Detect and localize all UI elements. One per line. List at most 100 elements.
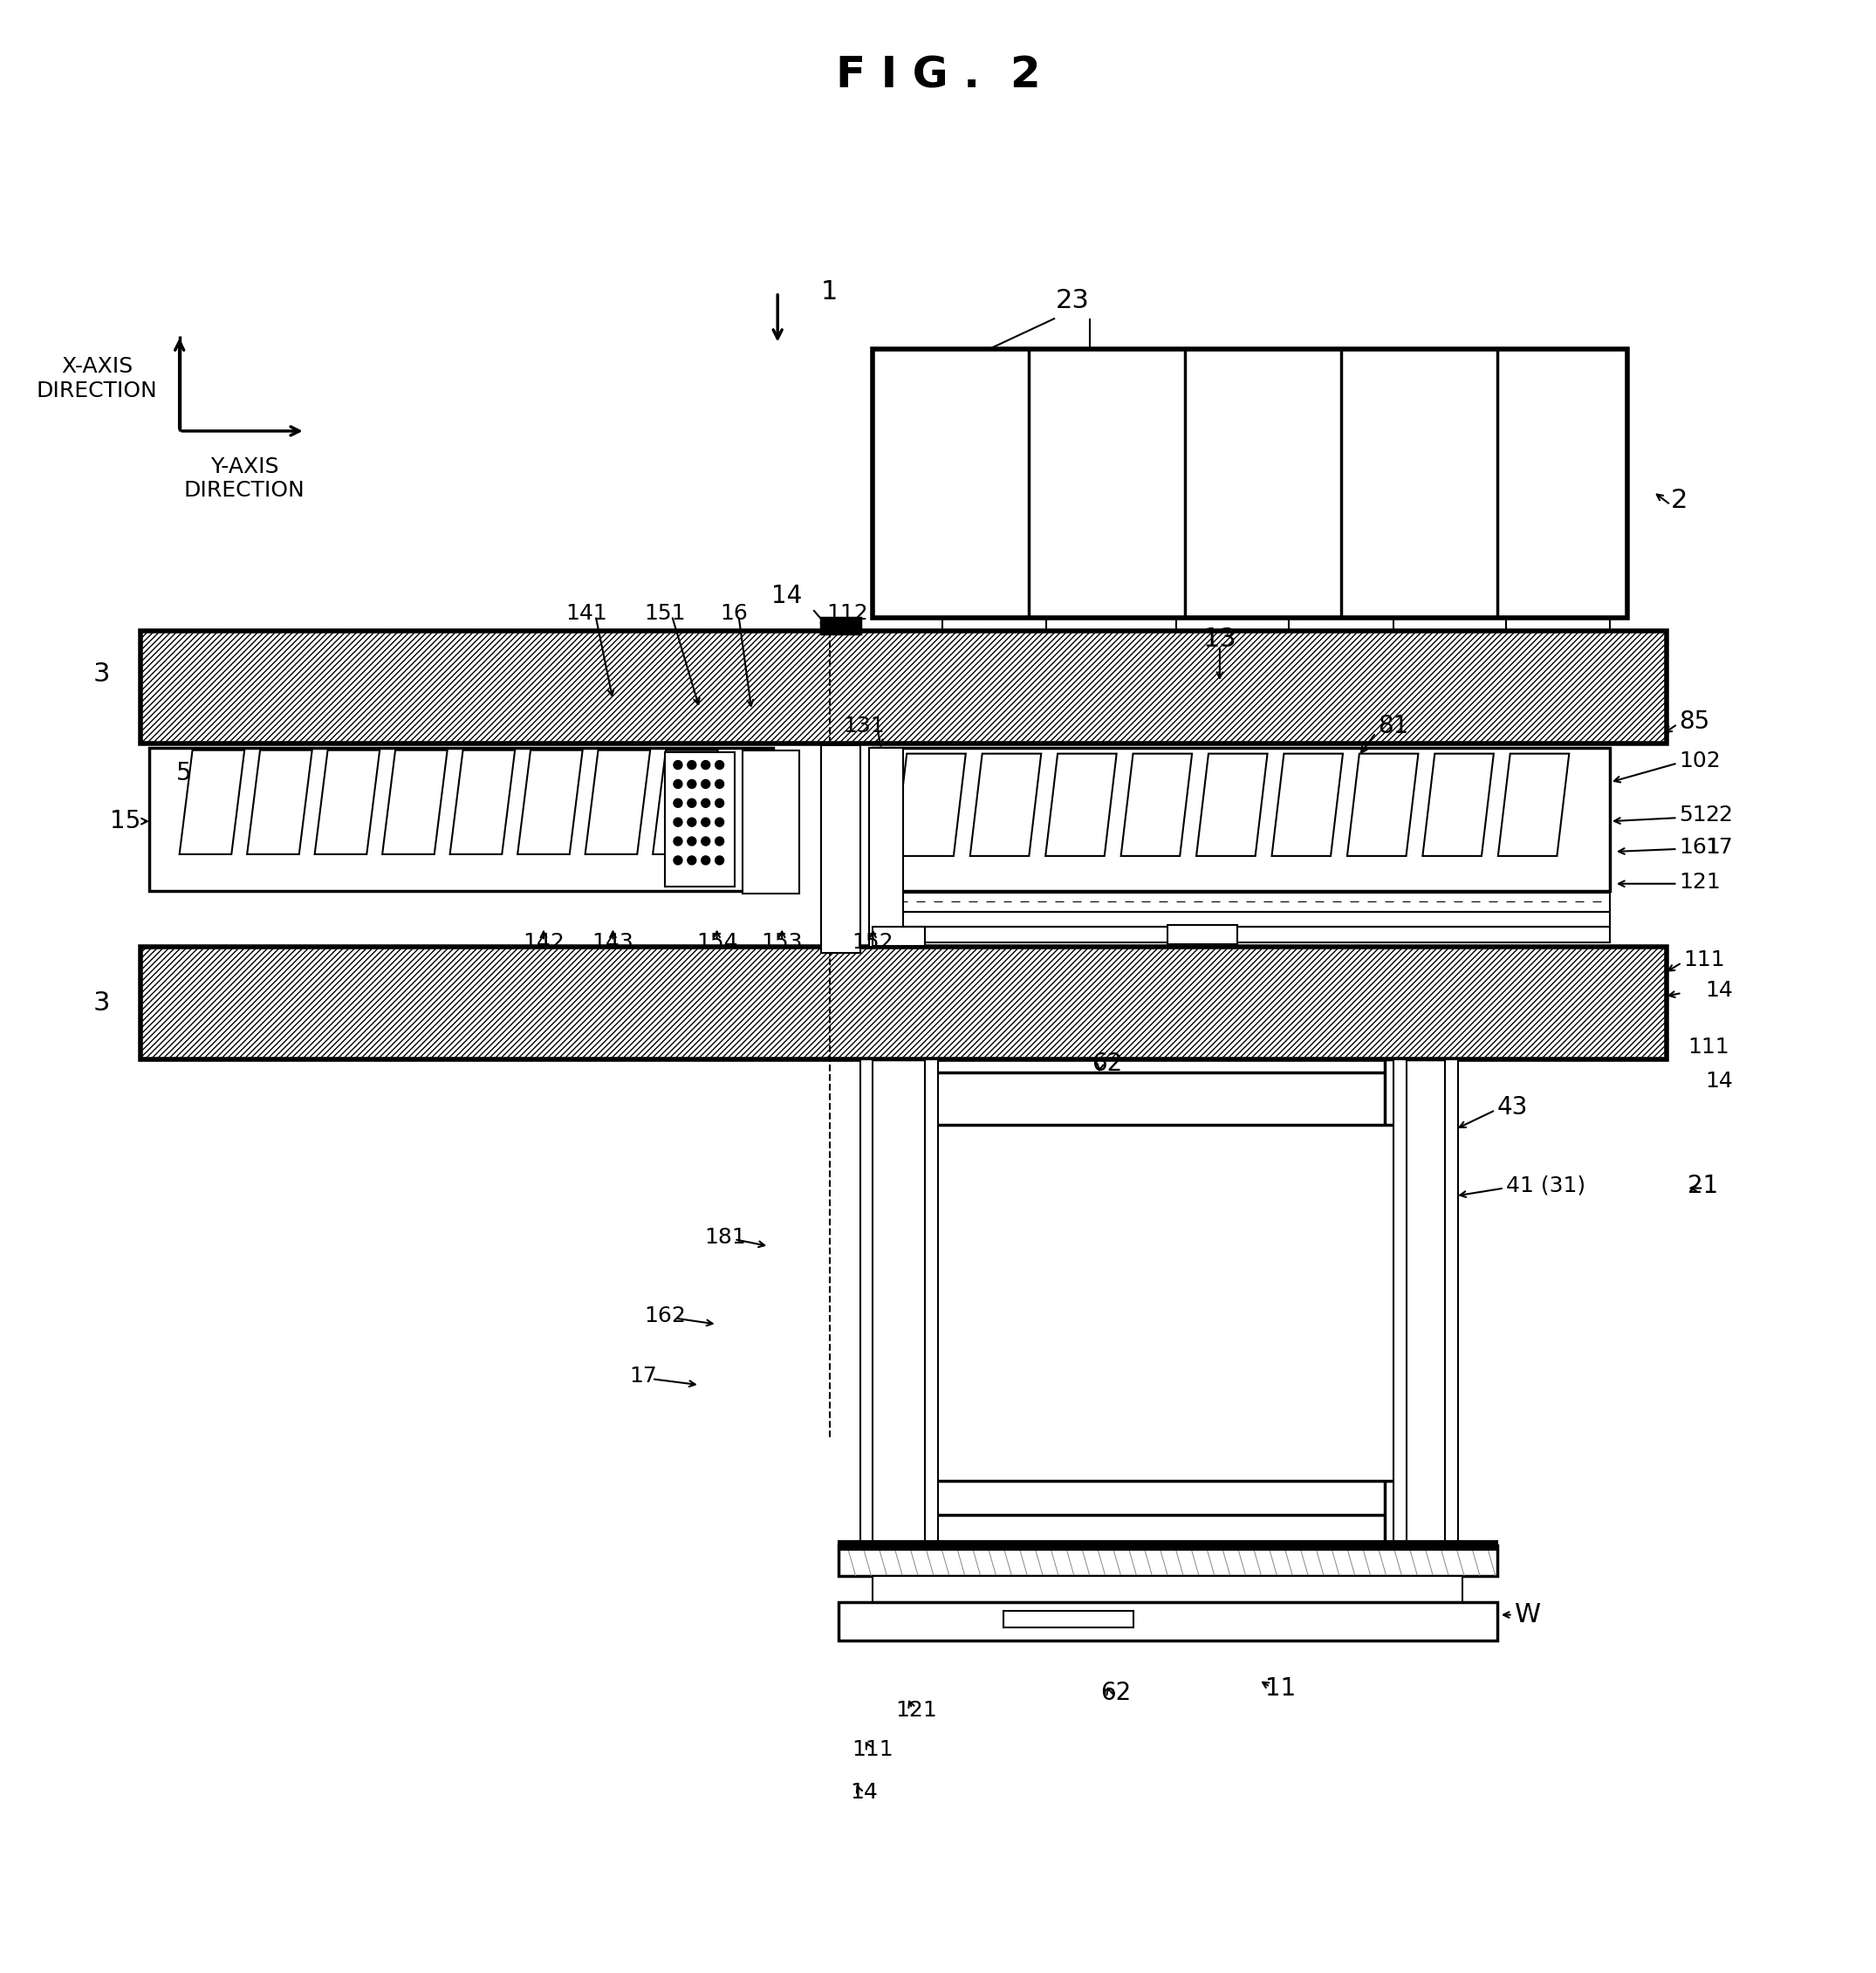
Text: 21: 21 xyxy=(1688,1174,1718,1198)
Bar xyxy=(872,927,1610,943)
Text: F I G .  2: F I G . 2 xyxy=(835,55,1041,97)
Bar xyxy=(664,752,734,886)
Circle shape xyxy=(673,799,683,807)
Bar xyxy=(1004,1610,1133,1628)
Circle shape xyxy=(702,856,709,864)
Bar xyxy=(846,1541,1484,1549)
Polygon shape xyxy=(518,750,583,854)
Text: 121: 121 xyxy=(895,1701,938,1720)
Polygon shape xyxy=(895,754,966,856)
Circle shape xyxy=(673,819,683,827)
Bar xyxy=(822,746,859,953)
Bar xyxy=(839,1541,1497,1549)
Bar xyxy=(839,1545,1497,1576)
Bar xyxy=(872,892,1610,912)
Text: 14: 14 xyxy=(771,584,801,608)
Circle shape xyxy=(715,837,724,846)
Circle shape xyxy=(702,837,709,846)
Bar xyxy=(925,1060,938,1545)
Text: 131: 131 xyxy=(844,716,885,736)
Text: 43: 43 xyxy=(1497,1095,1529,1121)
Text: 153: 153 xyxy=(762,931,803,953)
Circle shape xyxy=(687,760,696,769)
Text: 121: 121 xyxy=(1679,872,1720,892)
Circle shape xyxy=(673,760,683,769)
Bar xyxy=(1394,1060,1407,1545)
Polygon shape xyxy=(315,750,379,854)
Text: 14: 14 xyxy=(1705,1071,1733,1091)
Circle shape xyxy=(702,799,709,807)
Bar xyxy=(869,748,904,947)
Text: 143: 143 xyxy=(593,931,634,953)
Bar xyxy=(822,618,859,633)
Bar xyxy=(1384,1060,1454,1545)
Circle shape xyxy=(702,760,709,769)
Polygon shape xyxy=(653,750,719,854)
Polygon shape xyxy=(1272,754,1343,856)
Text: 102: 102 xyxy=(1679,750,1720,771)
Text: 152: 152 xyxy=(852,931,893,953)
Text: 154: 154 xyxy=(696,931,737,953)
Bar xyxy=(934,1125,1401,1480)
Text: 23: 23 xyxy=(1056,288,1090,314)
Polygon shape xyxy=(1122,754,1191,856)
Text: 111: 111 xyxy=(852,1738,893,1760)
Circle shape xyxy=(687,856,696,864)
Circle shape xyxy=(715,799,724,807)
Text: 5: 5 xyxy=(176,760,191,785)
Text: 17: 17 xyxy=(1705,837,1733,858)
Circle shape xyxy=(687,837,696,846)
Circle shape xyxy=(673,837,683,846)
Circle shape xyxy=(673,779,683,789)
Polygon shape xyxy=(1422,754,1493,856)
Text: 2: 2 xyxy=(1670,487,1687,513)
Circle shape xyxy=(715,760,724,769)
Text: 51: 51 xyxy=(1679,805,1707,825)
Text: 161: 161 xyxy=(1679,837,1720,858)
Bar xyxy=(872,927,925,947)
Text: 111: 111 xyxy=(1683,949,1726,971)
Text: 62: 62 xyxy=(1092,1052,1122,1077)
Polygon shape xyxy=(450,750,514,854)
Polygon shape xyxy=(1197,754,1268,856)
Circle shape xyxy=(715,779,724,789)
Text: 14: 14 xyxy=(850,1782,878,1803)
Bar xyxy=(872,748,1610,890)
Polygon shape xyxy=(585,750,651,854)
Bar xyxy=(865,1060,934,1545)
Text: 181: 181 xyxy=(705,1227,747,1249)
Bar xyxy=(872,349,1626,618)
Text: 3: 3 xyxy=(94,990,111,1016)
Bar xyxy=(141,631,1666,744)
Text: 15: 15 xyxy=(109,809,141,833)
Polygon shape xyxy=(248,750,311,854)
Circle shape xyxy=(702,779,709,789)
Text: W: W xyxy=(1514,1602,1540,1628)
Circle shape xyxy=(702,819,709,827)
Text: 81: 81 xyxy=(1377,714,1409,738)
Text: 22: 22 xyxy=(1705,805,1733,825)
Polygon shape xyxy=(180,750,244,854)
Polygon shape xyxy=(1045,754,1116,856)
Bar xyxy=(872,1576,1463,1602)
Text: 151: 151 xyxy=(643,602,685,623)
Circle shape xyxy=(687,779,696,789)
Bar xyxy=(882,1073,1454,1515)
Text: 162: 162 xyxy=(643,1306,687,1326)
Circle shape xyxy=(673,856,683,864)
Text: 14: 14 xyxy=(1705,981,1733,1000)
Polygon shape xyxy=(970,754,1041,856)
Circle shape xyxy=(715,819,724,827)
Text: 16: 16 xyxy=(720,602,749,623)
Bar xyxy=(141,947,1666,1060)
Text: Y-AXIS
DIRECTION: Y-AXIS DIRECTION xyxy=(184,456,306,501)
Text: 85: 85 xyxy=(1679,710,1711,734)
Bar xyxy=(1445,1060,1458,1545)
Text: 112: 112 xyxy=(825,602,869,623)
Text: 17: 17 xyxy=(628,1365,657,1387)
Polygon shape xyxy=(383,750,446,854)
Bar xyxy=(148,748,773,890)
Text: X-AXIS
DIRECTION: X-AXIS DIRECTION xyxy=(36,357,158,402)
Text: 11: 11 xyxy=(1264,1677,1296,1701)
Text: 141: 141 xyxy=(567,602,608,623)
